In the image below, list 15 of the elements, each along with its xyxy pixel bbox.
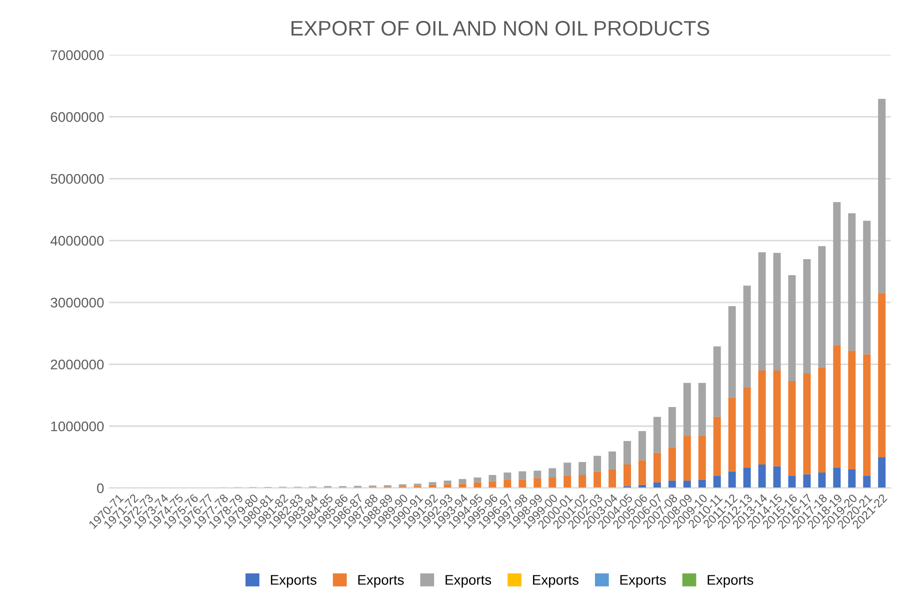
legend-label: Exports bbox=[533, 575, 578, 588]
legend-label: Exports bbox=[446, 575, 492, 588]
y-tick-label: 4000000 bbox=[50, 236, 104, 246]
y-tick-label: 0 bbox=[97, 483, 104, 494]
chart-title: EXPORT OF OIL AND NON OIL PRODUCTS bbox=[292, 20, 710, 36]
legend-label: Exports bbox=[270, 575, 316, 588]
y-tick-label: 2000000 bbox=[50, 360, 104, 370]
y-tick-label: 5000000 bbox=[50, 174, 104, 184]
legend-label: Exports bbox=[620, 575, 666, 588]
y-tick-label: 6000000 bbox=[50, 112, 104, 122]
legend-label: Exports bbox=[358, 575, 404, 588]
legend-label: Exports bbox=[708, 575, 754, 588]
y-tick-label: 1000000 bbox=[51, 421, 104, 432]
y-tick-label: 3000000 bbox=[50, 298, 104, 308]
y-tick-label: 7000000 bbox=[50, 50, 104, 60]
